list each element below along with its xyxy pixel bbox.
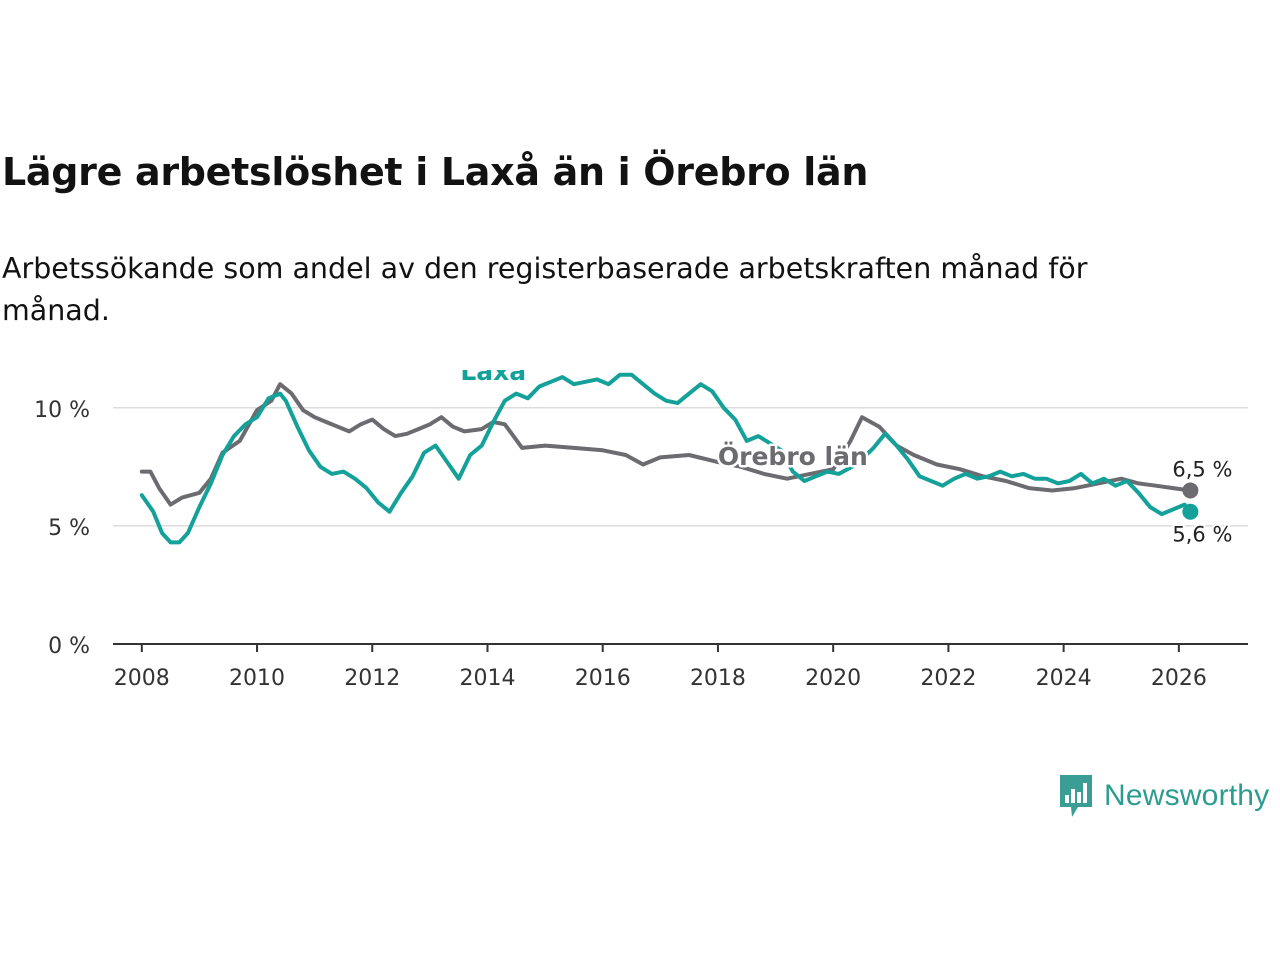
x-tick-label: 2026 [1151, 666, 1207, 691]
x-tick-label: 2016 [575, 666, 631, 691]
y-tick-label: 10 % [34, 398, 90, 423]
x-tick-label: 2020 [805, 666, 861, 691]
series-annotation: Örebro län [718, 441, 868, 471]
x-tick-label: 2024 [1036, 666, 1092, 691]
series-end-label: 6,5 % [1172, 457, 1232, 481]
newsworthy-logo-icon [1060, 775, 1092, 817]
x-tick-label: 2012 [344, 666, 400, 691]
x-tick-label: 2010 [229, 666, 285, 691]
series-labels: Laxå Örebro län 6,5 % 5,6 % [458, 370, 1235, 549]
x-tick-label: 2022 [920, 666, 976, 691]
series-annotation: Laxå [460, 370, 526, 386]
newsworthy-logo: Newsworthy [1058, 772, 1269, 820]
x-tick-label: 2014 [459, 666, 515, 691]
x-axis: 2008 2010 2012 2014 2016 2018 2020 2022 2024 2026 [113, 643, 1248, 691]
y-tick-label: 5 % [48, 516, 90, 541]
series-end-marker [1182, 482, 1199, 499]
chart-title: Lägre arbetslöshet i Laxå än i Örebro lä… [2, 150, 869, 194]
y-tick-label: 0 % [48, 634, 90, 659]
series-line-laxå [139, 372, 1193, 545]
series-lines [139, 372, 1199, 545]
newsworthy-logo-text: Newsworthy [1104, 779, 1270, 812]
series-end-label: 5,6 % [1172, 523, 1232, 547]
line-chart: 0 %5 %10 % 2008 2010 2012 2014 2016 2018 2020 2… [34, 370, 1248, 691]
x-tick-label: 2018 [690, 666, 746, 691]
gridlines: 0 % 5 % 10 % [34, 398, 1248, 659]
series-end-marker [1182, 503, 1199, 520]
chart-subtitle: Arbetssökande som andel av den registerb… [2, 252, 1088, 327]
x-tick-label: 2008 [114, 666, 170, 691]
